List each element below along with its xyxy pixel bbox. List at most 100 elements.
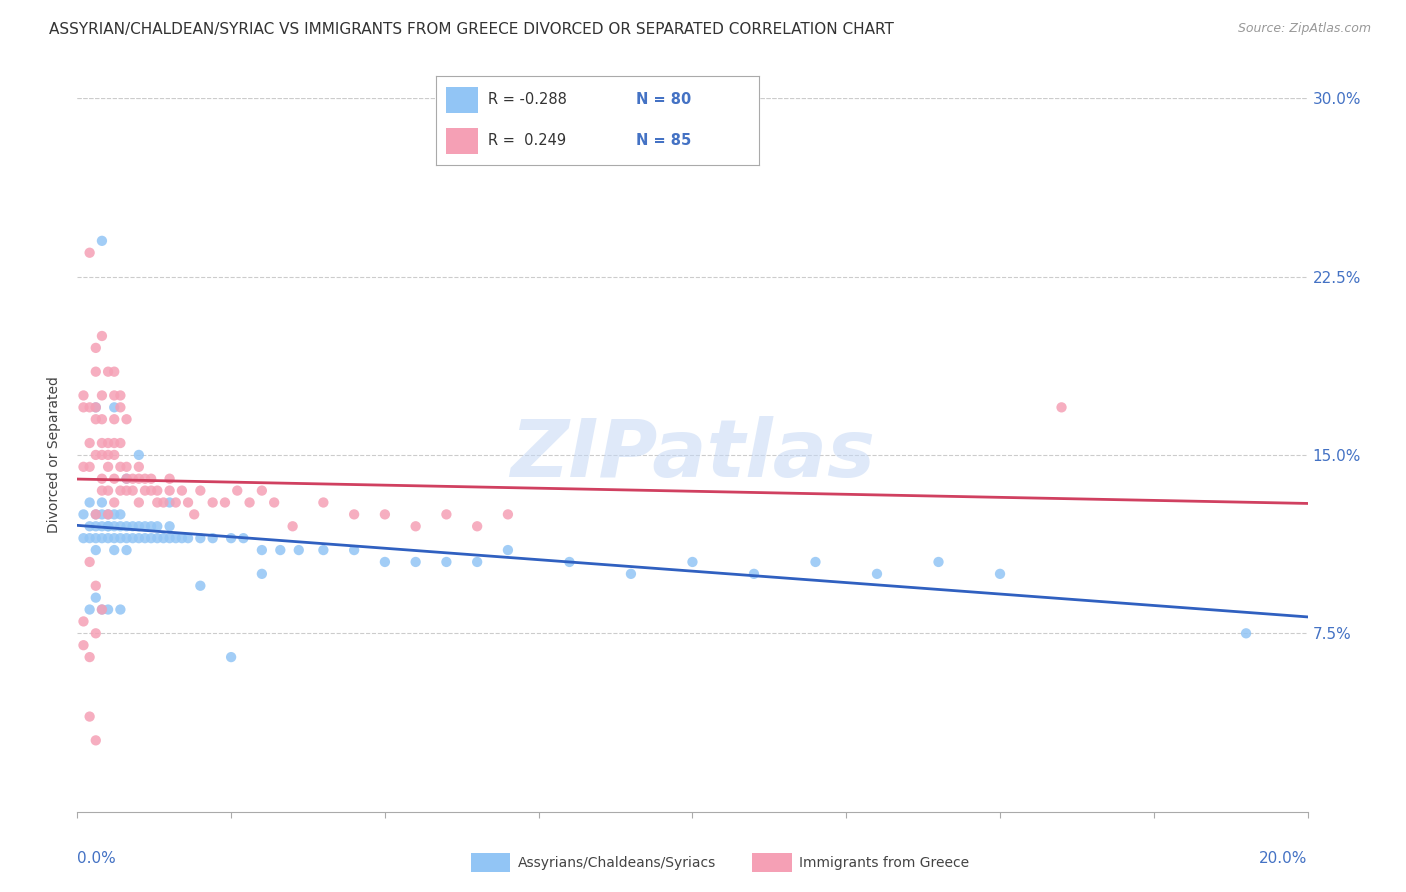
Point <box>90 495 114 509</box>
Point <box>84 448 107 462</box>
Point <box>226 483 249 498</box>
Text: N = 85: N = 85 <box>637 134 692 148</box>
Point <box>115 472 138 486</box>
Point <box>84 508 107 522</box>
Point <box>146 483 169 498</box>
Point <box>72 615 94 629</box>
Point <box>84 401 107 415</box>
Point <box>84 733 107 747</box>
Point <box>928 555 950 569</box>
Point <box>134 483 156 498</box>
Point <box>159 531 181 545</box>
Text: R = -0.288: R = -0.288 <box>488 93 567 107</box>
Point <box>115 412 138 426</box>
Point <box>1050 401 1073 415</box>
Point <box>269 543 291 558</box>
Text: ASSYRIAN/CHALDEAN/SYRIAC VS IMMIGRANTS FROM GREECE DIVORCED OR SEPARATED CORRELA: ASSYRIAN/CHALDEAN/SYRIAC VS IMMIGRANTS F… <box>49 22 894 37</box>
Point <box>90 234 114 248</box>
Point <box>496 543 519 558</box>
Point <box>97 508 120 522</box>
Point <box>90 329 114 343</box>
Point <box>134 531 156 545</box>
Point <box>79 459 101 474</box>
Point <box>496 508 519 522</box>
Point <box>128 448 150 462</box>
Point <box>121 483 143 498</box>
Point <box>682 555 704 569</box>
Point <box>152 495 174 509</box>
Point <box>159 472 181 486</box>
Point <box>84 579 107 593</box>
Point <box>79 531 101 545</box>
Point <box>374 555 396 569</box>
Point <box>110 508 132 522</box>
Point <box>866 566 889 581</box>
Point <box>97 602 120 616</box>
Point <box>141 483 163 498</box>
Point <box>90 483 114 498</box>
Point <box>103 508 125 522</box>
Point <box>90 602 114 616</box>
Point <box>214 495 236 509</box>
Point <box>84 412 107 426</box>
Text: Assyrians/Chaldeans/Syriacs: Assyrians/Chaldeans/Syriacs <box>517 855 716 870</box>
Point <box>103 531 125 545</box>
Point <box>128 472 150 486</box>
Point <box>219 650 242 665</box>
Point <box>79 436 101 450</box>
Point <box>103 412 125 426</box>
Point <box>134 519 156 533</box>
Point <box>97 508 120 522</box>
Point <box>97 519 120 533</box>
Point <box>988 566 1011 581</box>
Point <box>115 543 138 558</box>
Point <box>201 531 224 545</box>
Point <box>465 519 488 533</box>
Point <box>79 650 101 665</box>
Point <box>103 495 125 509</box>
Text: 0.0%: 0.0% <box>77 851 117 866</box>
Bar <box>446 128 478 154</box>
Text: N = 80: N = 80 <box>637 93 692 107</box>
Point <box>146 495 169 509</box>
Point <box>110 602 132 616</box>
Point <box>128 459 150 474</box>
Point <box>250 566 273 581</box>
Text: 20.0%: 20.0% <box>1260 851 1308 866</box>
Point <box>121 472 143 486</box>
Point <box>288 543 311 558</box>
Point <box>465 555 488 569</box>
Point <box>90 508 114 522</box>
Point <box>405 519 427 533</box>
Point <box>79 709 101 723</box>
Point <box>804 555 827 569</box>
Text: R =  0.249: R = 0.249 <box>488 134 565 148</box>
Point <box>250 543 273 558</box>
Point <box>159 495 181 509</box>
Point <box>79 602 101 616</box>
Point <box>79 245 101 260</box>
Point <box>72 388 94 402</box>
Point <box>97 436 120 450</box>
Point <box>90 531 114 545</box>
Point <box>128 495 150 509</box>
Point <box>97 459 120 474</box>
Point <box>84 401 107 415</box>
Point <box>90 448 114 462</box>
Point <box>1234 626 1257 640</box>
Point <box>110 459 132 474</box>
Point <box>72 508 94 522</box>
Text: Immigrants from Greece: Immigrants from Greece <box>799 855 969 870</box>
Point <box>84 531 107 545</box>
Point <box>436 508 458 522</box>
Point <box>79 519 101 533</box>
Point <box>177 495 200 509</box>
Point <box>72 459 94 474</box>
Point <box>170 531 193 545</box>
Point <box>79 495 101 509</box>
Point <box>84 519 107 533</box>
Text: Source: ZipAtlas.com: Source: ZipAtlas.com <box>1237 22 1371 36</box>
Point <box>115 483 138 498</box>
Point <box>84 543 107 558</box>
Bar <box>446 87 478 113</box>
